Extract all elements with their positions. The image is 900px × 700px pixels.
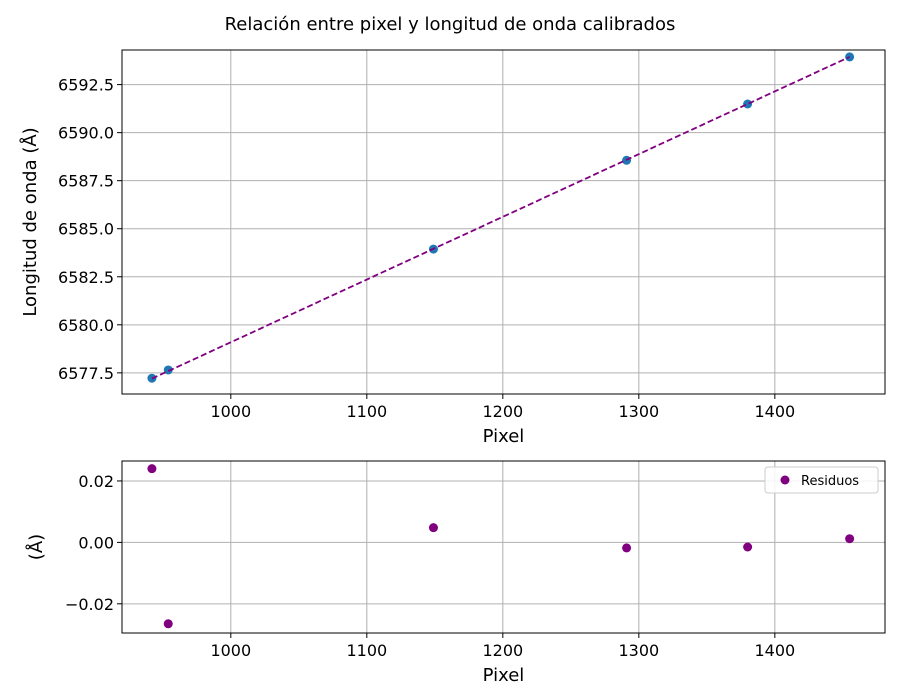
y-axis-label: Longitud de onda (Å) [19,127,41,316]
legend: Residuos [764,466,879,494]
x-axis-label: Pixel [483,665,525,686]
legend-marker [780,475,790,485]
x-tick-label: 1400 [754,402,795,421]
y-tick-label: 6577.5 [58,364,114,383]
y-tick-label: 6580.0 [58,316,114,335]
x-tick-label: 1000 [210,641,251,660]
x-tick-label: 1400 [754,641,795,660]
x-tick-label: 1200 [482,402,523,421]
x-axis-label: Pixel [483,426,525,447]
y-tick-label: 6582.5 [58,268,114,287]
x-tick-label: 1100 [346,402,387,421]
figure-title: Relación entre pixel y longitud de onda … [225,14,676,35]
residual-point [622,543,632,553]
legend-label: Residuos [801,474,859,489]
y-tick-label: 6590.0 [58,124,114,143]
x-tick-label: 1000 [210,402,251,421]
y-tick-label: 6585.0 [58,220,114,239]
data-point [743,99,753,109]
x-tick-label: 1200 [482,641,523,660]
y-tick-label: −0.02 [65,595,114,614]
residuals-plot: 1000 1100 1200 1300 1400 −0.02 0.00 0.02 Pixel (Å… [25,460,886,686]
y-tick-label: 6587.5 [58,172,114,191]
x-tick-label: 1300 [618,641,659,660]
wavelength-calibration-plot: 1000 1100 1200 1300 1400 6577.5 6580.0 6582.5 65… [19,49,886,447]
residual-point [163,619,173,629]
y-tick-label: 0.02 [78,472,114,491]
data-point [845,52,855,62]
residual-point [845,534,855,544]
x-tick-label: 1100 [346,641,387,660]
y-axis-label: (Å) [25,534,47,560]
plot-frame [121,49,886,395]
data-point [163,365,173,375]
residual-point [147,464,157,474]
y-tick-label: 6592.5 [58,76,114,95]
plot-frame [121,460,886,634]
fit-line [151,56,851,380]
residual-point [428,523,438,533]
y-tick-label: 0.00 [78,533,114,552]
legend-box [764,466,879,494]
residual-point [743,542,753,552]
x-tick-label: 1300 [618,402,659,421]
